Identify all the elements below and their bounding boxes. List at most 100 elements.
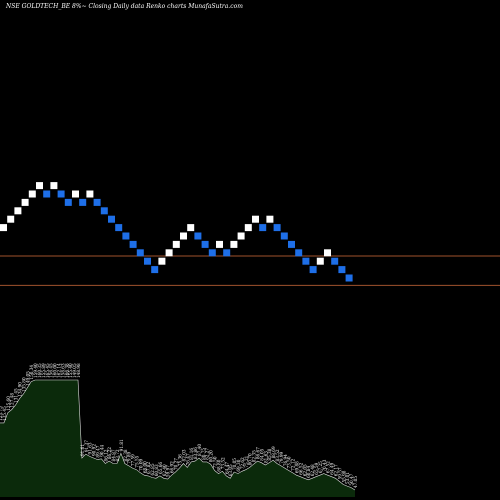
renko-brick-up <box>172 240 180 248</box>
chart-title: NSE GOLDTECH_BE 8%~ Closing Daily data R… <box>5 3 243 10</box>
volume-value-label: 73.52 <box>220 457 225 469</box>
volume-value-label: 65.59 <box>314 462 319 474</box>
volume-value-label: 125.60 <box>6 396 11 411</box>
volume-value-label: 91.63 <box>88 442 93 454</box>
renko-brick-up <box>165 249 173 257</box>
volume-value-label: 82.38 <box>123 449 128 461</box>
renko-brick-down <box>302 257 310 265</box>
volume-value-label: 67.82 <box>146 462 151 474</box>
renko-brick-down <box>57 190 65 198</box>
renko-brick-up <box>50 182 58 190</box>
volume-value-label: 84.05 <box>259 448 264 460</box>
renko-brick-up <box>266 215 274 223</box>
volume-value-label: 62.05 <box>302 464 307 476</box>
volume-value-label: 59.97 <box>166 465 171 477</box>
volume-value-label: 64.49 <box>330 462 335 474</box>
volume-value-label: 47.05 <box>353 476 358 488</box>
renko-brick-up <box>0 224 7 232</box>
volume-value-label: 87.40 <box>197 444 202 456</box>
volume-value-label: 60.84 <box>306 466 311 478</box>
volume-value-label: 91.61 <box>80 444 85 456</box>
volume-value-label: 67.25 <box>318 461 323 473</box>
renko-brick-up <box>216 240 223 248</box>
volume-value-label: 80.75 <box>201 448 206 460</box>
renko-brick-up <box>252 215 259 223</box>
volume-value-label: 149.05 <box>25 371 30 386</box>
volume-value-label: 62.17 <box>333 464 338 476</box>
renko-brick-down <box>295 249 303 257</box>
volume-value-label: 75.36 <box>177 454 182 466</box>
renko-brick-down <box>64 198 72 206</box>
volume-value-label: 67.52 <box>326 461 331 473</box>
volume-value-label: 60.83 <box>154 464 159 476</box>
volume-value-label: 72.12 <box>291 458 296 470</box>
volume-value-label: 162.14 <box>57 363 62 378</box>
volume-value-label: 68.00 <box>142 461 147 473</box>
volume-value-label: 90.92 <box>92 444 97 456</box>
volume-value-label: 88.69 <box>271 446 276 458</box>
volume-value-label: 70.05 <box>232 458 237 470</box>
volume-value-label: 69.30 <box>236 459 241 471</box>
volume-value-label: 70.43 <box>322 459 327 471</box>
renko-brick-down <box>122 232 130 240</box>
volume-value-label: 63.05 <box>228 464 233 476</box>
renko-brick-down <box>208 249 216 257</box>
volume-value-label: 156.45 <box>49 363 54 378</box>
volume-value-label: 84.87 <box>111 449 116 461</box>
volume-value-label: 76.94 <box>283 454 288 466</box>
volume-value-label: 79.89 <box>127 451 132 463</box>
volume-value-label: 166.38 <box>64 363 69 378</box>
volume-value-label: 65.66 <box>158 462 163 474</box>
volume-value-label: 76.47 <box>185 453 190 465</box>
renko-brick-down <box>79 198 87 206</box>
volume-value-label: 82.35 <box>252 450 257 462</box>
volume-value-label: 62.85 <box>150 463 155 475</box>
renko-brick-up <box>86 190 94 198</box>
volume-value-label: 50.47 <box>349 473 354 485</box>
volume-value-label: 73.50 <box>287 456 292 468</box>
renko-brick-down <box>43 190 51 198</box>
renko-brick-down <box>309 266 317 274</box>
reference-lines <box>0 255 500 286</box>
volume-value-label: 72.50 <box>213 456 218 468</box>
renko-brick-down <box>273 224 281 232</box>
volume-value-label: 91.81 <box>119 439 124 451</box>
volume-value-label: 160.00 <box>53 363 58 378</box>
volume-value-label: 59.57 <box>337 467 342 479</box>
renko-brick-down <box>93 198 101 206</box>
volume-value-label: 81.16 <box>189 448 194 460</box>
renko-brick-down <box>108 215 115 223</box>
volume-value-label: 155.89 <box>41 363 46 378</box>
volume-value-label: 86.67 <box>255 447 260 459</box>
volume-value-label: 83.72 <box>115 449 120 461</box>
renko-brick-up <box>36 182 43 190</box>
renko-brick-down <box>338 266 346 274</box>
renko-brick-down <box>115 224 123 232</box>
renko-brick-down <box>345 274 353 282</box>
volume-value-label: 150.34 <box>29 365 34 380</box>
volume-value-label: 53.01 <box>345 472 350 484</box>
renko-brick-up <box>158 257 166 265</box>
renko-brick-down <box>223 249 231 257</box>
volume-value-label: 90.44 <box>99 444 104 456</box>
renko-brick-up <box>244 224 252 232</box>
volume-value-label: 131.45 <box>14 388 19 403</box>
volume-value-label: 62.48 <box>310 464 315 476</box>
volume-value-label: 149.05 <box>72 363 77 378</box>
renko-brick-up <box>324 249 331 257</box>
volume-value-label: 66.92 <box>170 461 175 473</box>
volume-value-label: 75.21 <box>244 455 249 467</box>
renko-brick-up <box>72 190 79 198</box>
volume-value-label: 77.59 <box>131 454 136 466</box>
volume-value-label: 81.63 <box>263 451 268 463</box>
renko-brick-up <box>21 198 29 206</box>
volume-value-label: 86.12 <box>103 449 108 461</box>
volume-value-label: 68.80 <box>216 459 221 471</box>
renko-brick-up <box>28 190 36 198</box>
volume-value-label: 165.45 <box>45 363 50 378</box>
renko-brick-down <box>144 257 151 265</box>
volume-line <box>0 379 356 491</box>
renko-brick-down <box>194 232 202 240</box>
